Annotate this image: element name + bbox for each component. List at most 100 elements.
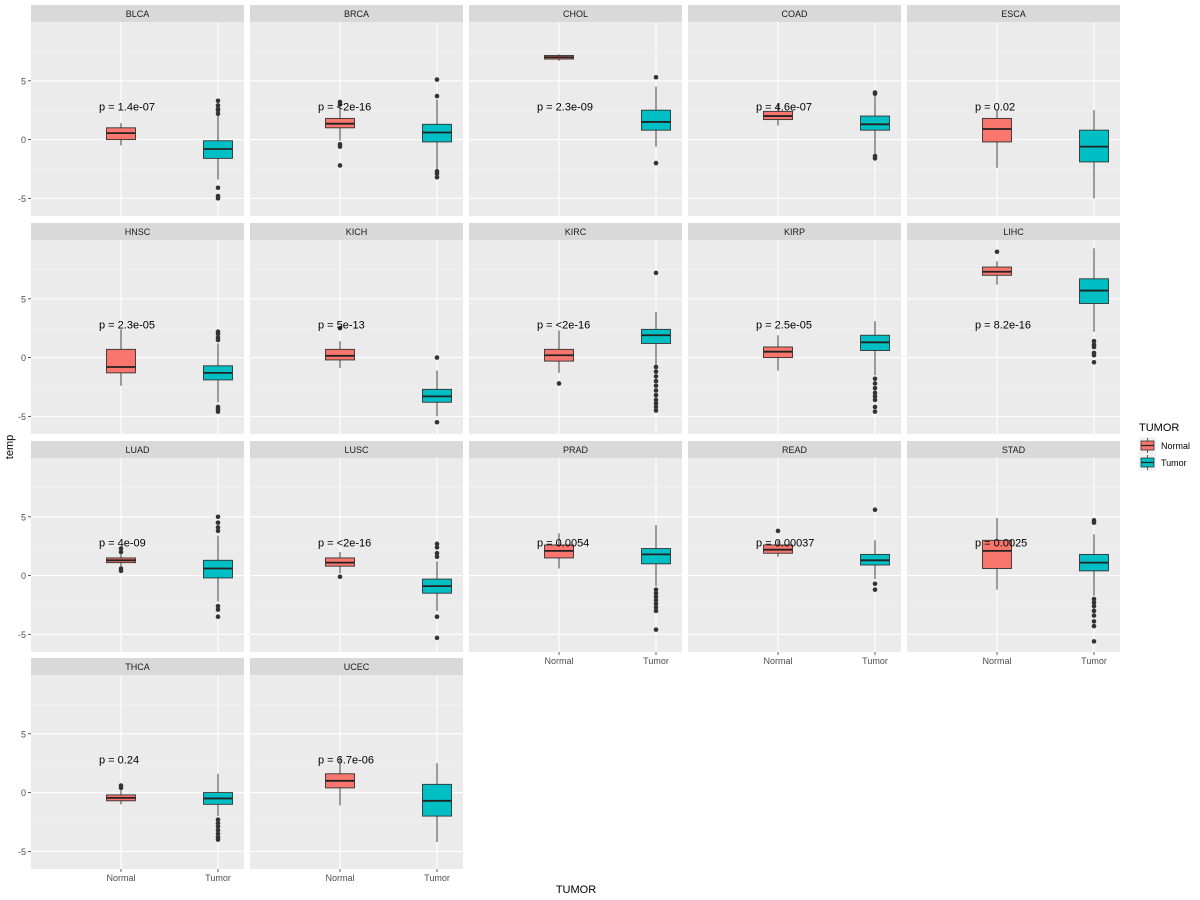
outlier-point: [215, 603, 221, 609]
panel-background: [250, 22, 463, 216]
outlier-point: [215, 98, 221, 104]
outlier-point: [434, 550, 440, 556]
outlier-point: [1091, 603, 1097, 609]
outlier-point: [653, 587, 659, 592]
box-tumor: [1079, 248, 1109, 365]
outlier-point: [434, 174, 440, 180]
outlier-point: [872, 404, 878, 410]
outlier-point: [337, 163, 343, 168]
outlier-point: [1091, 613, 1097, 618]
outlier-point: [653, 397, 659, 403]
box-tumor: [422, 77, 452, 180]
panel-background: [250, 458, 463, 652]
panel-background: [31, 240, 244, 434]
outlier-point: [653, 74, 659, 80]
box-iqr: [106, 348, 136, 374]
box-tumor: [422, 763, 452, 842]
outlier-point: [215, 106, 221, 112]
panel-background: [907, 240, 1120, 434]
outlier-point: [434, 77, 440, 82]
box-tumor: [641, 270, 671, 413]
outlier-point: [872, 587, 878, 592]
outlier-point: [118, 783, 124, 788]
p-value-label: p = <2e-16: [318, 538, 371, 550]
outlier-point: [1091, 338, 1097, 344]
outlier-point: [653, 605, 659, 610]
panel-background: [250, 675, 463, 869]
facet-strip: [31, 223, 244, 240]
outlier-point: [434, 614, 440, 620]
outlier-point: [215, 614, 221, 620]
outlier-point: [434, 419, 440, 425]
facet-panel-stad: STAD p = 0.0025: [907, 441, 1120, 652]
outlier-point: [872, 390, 878, 396]
box-iqr: [982, 117, 1012, 143]
facet-panel-lihc: LIHC p = 8.2e-16: [907, 223, 1120, 434]
x-tick-label: Normal: [763, 656, 792, 666]
outlier-point: [434, 635, 440, 641]
outlier-point: [337, 99, 343, 105]
facet-strip: [907, 223, 1120, 240]
outlier-point: [1091, 639, 1097, 644]
x-tick-label: Tumor: [1081, 656, 1107, 666]
outlier-point: [215, 409, 221, 414]
box-iqr: [641, 328, 671, 344]
y-tick-label: 0: [21, 571, 26, 581]
y-tick-label: -5: [18, 630, 26, 640]
outlier-point: [872, 397, 878, 403]
outlier-point: [215, 525, 221, 530]
p-value-label: p = 0.24: [99, 755, 139, 767]
facet-strip-label: READ: [782, 445, 808, 455]
p-value-label: p = 2.3e-05: [99, 320, 155, 332]
x-tick-label: Normal: [325, 873, 354, 883]
p-value-label: p = 8.2e-16: [975, 320, 1031, 332]
facet-strip: [250, 441, 463, 458]
facet-strip-label: LIHC: [1003, 227, 1024, 237]
facet-strip: [469, 441, 682, 458]
outlier-point: [1091, 344, 1097, 350]
facet-panel-kirp: KIRP p = 2.5e-05: [688, 223, 901, 434]
outlier-point: [1091, 352, 1097, 358]
y-tick-label: 0: [21, 788, 26, 798]
x-tick-label: Tumor: [424, 873, 450, 883]
p-value-label: p = 4.6e-07: [756, 102, 812, 114]
box-iqr: [641, 548, 671, 565]
facet-strip: [31, 658, 244, 675]
panel-background: [907, 22, 1120, 216]
box-normal: [325, 325, 355, 369]
facet-strip-label: LUAD: [125, 445, 150, 455]
x-tick-label: Normal: [106, 873, 135, 883]
x-tick-label: Tumor: [643, 656, 669, 666]
facet-strip-label: COAD: [781, 9, 808, 19]
p-value-label: p = 4e-09: [99, 538, 146, 550]
facet-strip-label: BRCA: [344, 9, 369, 19]
p-value-label: p = 6.7e-06: [318, 755, 374, 767]
box-iqr: [641, 109, 671, 131]
legend: TUMOR Normal Tumor: [1139, 422, 1190, 471]
outlier-point: [1091, 600, 1097, 605]
outlier-point: [556, 381, 562, 386]
facet-strip: [907, 441, 1120, 458]
outlier-point: [1091, 518, 1097, 523]
x-axis-ucec: Normal Tumor: [325, 869, 450, 883]
facet-panel-ucec: UCEC p = 6.7e-06: [250, 658, 463, 869]
outlier-point: [434, 355, 440, 360]
outlier-point: [872, 156, 878, 161]
x-tick-label: Tumor: [862, 656, 888, 666]
outlier-point: [775, 528, 781, 534]
outlier-point: [434, 171, 440, 176]
box-tumor: [203, 514, 233, 620]
outlier-point: [872, 409, 878, 414]
outlier-point: [434, 554, 440, 560]
outlier-point: [215, 103, 221, 108]
outlier-point: [653, 597, 659, 603]
outlier-point: [337, 325, 343, 331]
box-tumor: [203, 329, 233, 414]
outlier-point: [215, 817, 221, 822]
outlier-point: [653, 590, 659, 596]
outlier-point: [653, 594, 659, 600]
facet-strip: [31, 441, 244, 458]
box-normal: [106, 329, 136, 386]
facet-strip-label: KIRP: [784, 227, 805, 237]
x-axis-stad: Normal Tumor: [982, 652, 1107, 666]
